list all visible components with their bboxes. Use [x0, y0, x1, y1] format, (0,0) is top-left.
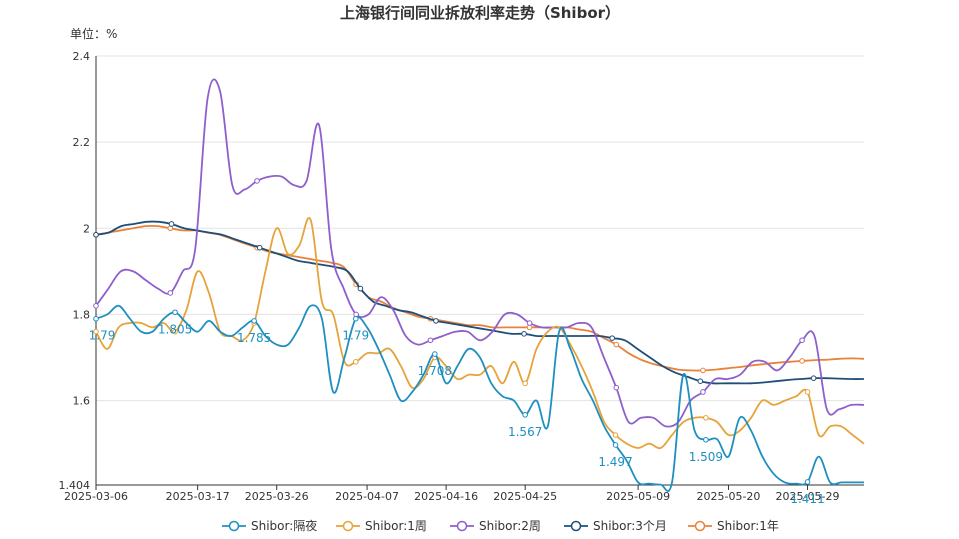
legend-label: Shibor:2周: [479, 519, 541, 533]
data-point: [172, 309, 178, 316]
x-tick-label: 2025-05-20: [697, 490, 761, 503]
legend-item[interactable]: Shibor:1周: [336, 519, 427, 533]
x-tick-label: 2025-05-09: [606, 490, 670, 503]
series-3: [93, 220, 865, 385]
data-label: 1.805: [158, 322, 192, 336]
data-point: [612, 432, 619, 438]
unit-label: 单位：%: [70, 26, 117, 41]
data-point: [93, 328, 99, 335]
data-point: [703, 436, 709, 443]
y-tick-label: 1.6: [73, 395, 91, 408]
x-tick-label: 2025-03-17: [166, 490, 230, 503]
data-point: [93, 315, 99, 322]
data-label: 1.411: [790, 492, 824, 506]
data-point: [804, 389, 811, 395]
legend-label: Shibor:3个月: [593, 519, 667, 533]
data-point: [172, 328, 178, 335]
x-tick-label: 2025-04-16: [414, 490, 478, 503]
y-tick-label: 1.8: [73, 308, 91, 321]
y-tick-label: 2.2: [73, 136, 91, 149]
data-point: [697, 378, 704, 384]
legend-marker: [342, 520, 354, 532]
series-line: [95, 216, 865, 450]
y-tick-label: 2: [83, 222, 90, 235]
data-point: [612, 442, 619, 448]
legend-label: Shibor:1周: [365, 519, 427, 533]
legend-marker: [570, 520, 582, 532]
data-labels: 1.79 1.805 1.785 1.79 1.708 1.567 1.497 1.509 1.…: [89, 322, 825, 506]
data-label: 1.79: [342, 329, 369, 343]
data-label: 1.785: [237, 331, 271, 345]
data-point: [357, 285, 364, 292]
data-point: [254, 178, 260, 184]
x-tick-label: 2025-04-07: [335, 490, 399, 503]
x-tick-label: 2025-03-26: [245, 490, 309, 503]
legend-label: Shibor:隔夜: [251, 518, 317, 533]
series-1: [93, 216, 865, 450]
data-point: [804, 479, 811, 485]
series-line: [95, 78, 865, 428]
data-point: [427, 337, 434, 344]
legend-item[interactable]: Shibor:1年: [688, 519, 779, 533]
legend-item[interactable]: Shibor:3个月: [564, 519, 667, 533]
data-label: 1.567: [508, 425, 542, 439]
data-point: [251, 318, 257, 324]
y-tick-label: 1.404: [59, 479, 91, 492]
legend-marker: [228, 520, 240, 532]
data-point: [522, 411, 528, 418]
x-tick-label: 2025-03-06: [64, 490, 128, 503]
data-label: 1.79: [89, 329, 116, 343]
data-label: 1.497: [598, 455, 632, 469]
data-point: [256, 244, 263, 251]
series-layer: [93, 78, 865, 492]
data-point: [700, 367, 706, 374]
data-point: [352, 315, 359, 322]
legend-item[interactable]: Shibor:隔夜: [222, 518, 317, 533]
axes: 1.404 1.6 1.8 2 2.2 2.4 2025-03-06 2025-03-17 20…: [59, 50, 864, 503]
data-point: [613, 341, 620, 348]
data-point: [799, 337, 805, 344]
data-point: [609, 335, 615, 341]
data-point: [799, 358, 805, 364]
data-point: [432, 351, 438, 357]
data-point: [526, 320, 533, 326]
legend-item[interactable]: Shibor:2周: [450, 519, 541, 533]
data-point: [93, 231, 99, 238]
x-tick-label: 2025-05-29: [776, 490, 840, 503]
y-tick-label: 2.4: [73, 50, 91, 63]
data-point: [168, 221, 175, 227]
data-point: [93, 303, 99, 309]
legend-marker: [694, 520, 706, 532]
data-point: [433, 318, 439, 324]
data-point: [703, 415, 709, 421]
chart-title: 上海银行间同业拆放利率走势（Shibor）: [340, 4, 620, 22]
data-point: [613, 384, 620, 391]
legend-label: Shibor:1年: [717, 519, 779, 533]
legend[interactable]: Shibor:隔夜 Shibor:1周 Shibor:2周 Shibor:3个月 Shi…: [222, 518, 779, 533]
series-0: [93, 304, 864, 492]
data-point: [521, 331, 527, 337]
series-2: [93, 78, 865, 428]
data-point: [810, 375, 817, 381]
data-label: 1.509: [689, 450, 723, 464]
series-4: [93, 224, 865, 374]
data-point: [522, 380, 528, 387]
legend-marker: [456, 520, 468, 532]
series-line: [95, 304, 864, 492]
series-line: [95, 220, 865, 385]
x-tick-label: 2025-04-25: [493, 490, 557, 503]
data-point: [700, 389, 706, 395]
data-label: 1.708: [418, 364, 452, 378]
data-point: [352, 359, 359, 365]
data-point: [167, 290, 174, 296]
